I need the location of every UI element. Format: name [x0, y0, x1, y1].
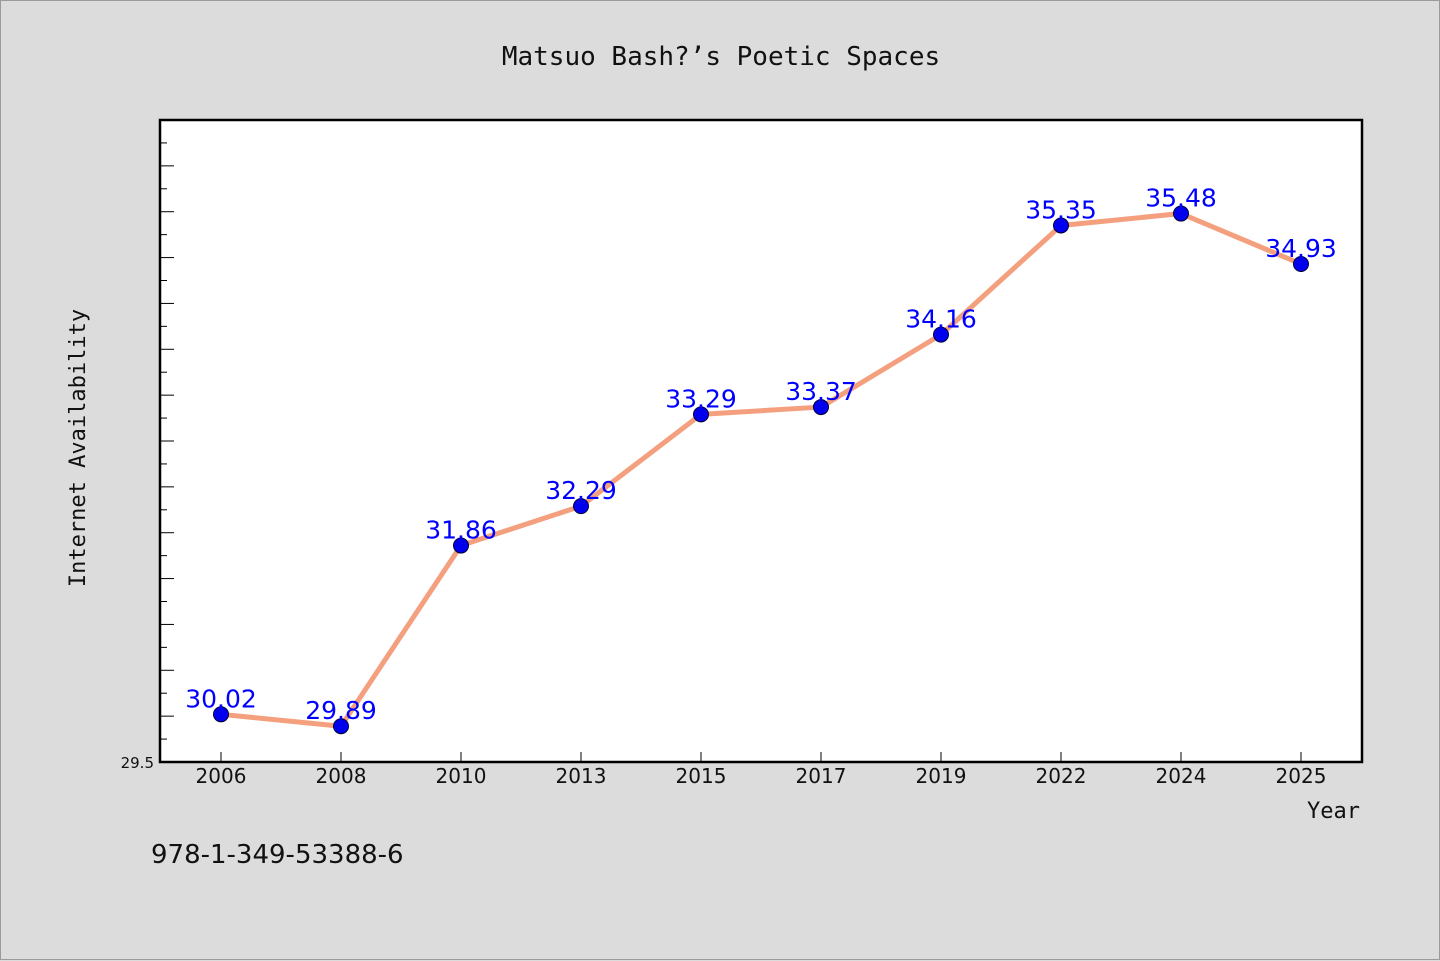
- x-axis-label: Year: [1307, 799, 1360, 824]
- plot-area: [158, 118, 1364, 764]
- data-point: [333, 718, 349, 735]
- data-labels: 30.02 29.89 31.86 32.29 33.29 33.37 34.16 35.35…: [185, 184, 1337, 726]
- y-axis-label: Internet Availability: [66, 309, 91, 587]
- data-point: [1173, 205, 1189, 222]
- data-label: 34.16: [905, 305, 977, 334]
- data-label: 34.93: [1265, 234, 1337, 263]
- x-tick-label: 2006: [196, 764, 247, 788]
- data-label: 33.29: [665, 384, 737, 413]
- x-tick-label: 2025: [1276, 764, 1327, 788]
- data-point: [1293, 255, 1309, 272]
- data-point: [693, 406, 709, 423]
- data-label: 35.35: [1025, 195, 1097, 224]
- data-markers: [213, 205, 1309, 735]
- data-label: 33.37: [785, 377, 857, 406]
- data-label: 29.89: [305, 696, 377, 725]
- x-tick-label: 2010: [436, 764, 487, 788]
- data-label: 31.86: [425, 516, 497, 545]
- x-tick-label: 2013: [556, 764, 607, 788]
- x-tick-label: 2017: [796, 764, 847, 788]
- data-label: 35.48: [1145, 184, 1217, 213]
- y-axis-ticks: [160, 119, 174, 763]
- data-point: [933, 326, 949, 343]
- isbn-text: 978-1-349-53388-6: [151, 840, 404, 870]
- data-label: 30.02: [185, 684, 257, 713]
- series-line: [220, 211, 1302, 729]
- x-tick-label: 2019: [916, 764, 967, 788]
- x-tick-label: 2024: [1156, 764, 1207, 788]
- x-axis-ticks: 2006 2008 2010 2013 2015 2017 2019 2022 2024 2025: [196, 752, 1327, 788]
- data-label: 32.29: [545, 476, 617, 505]
- y-tick-label: 29.5: [121, 754, 154, 772]
- data-point: [1053, 217, 1069, 234]
- data-point: [213, 706, 229, 723]
- x-tick-label: 2022: [1036, 764, 1087, 788]
- data-point: [813, 399, 829, 416]
- x-tick-label: 2015: [676, 764, 727, 788]
- data-point: [453, 537, 469, 554]
- x-tick-label: 2008: [316, 764, 367, 788]
- data-point: [573, 498, 589, 515]
- chart-title: Matsuo Bash?’s Poetic Spaces: [502, 42, 940, 72]
